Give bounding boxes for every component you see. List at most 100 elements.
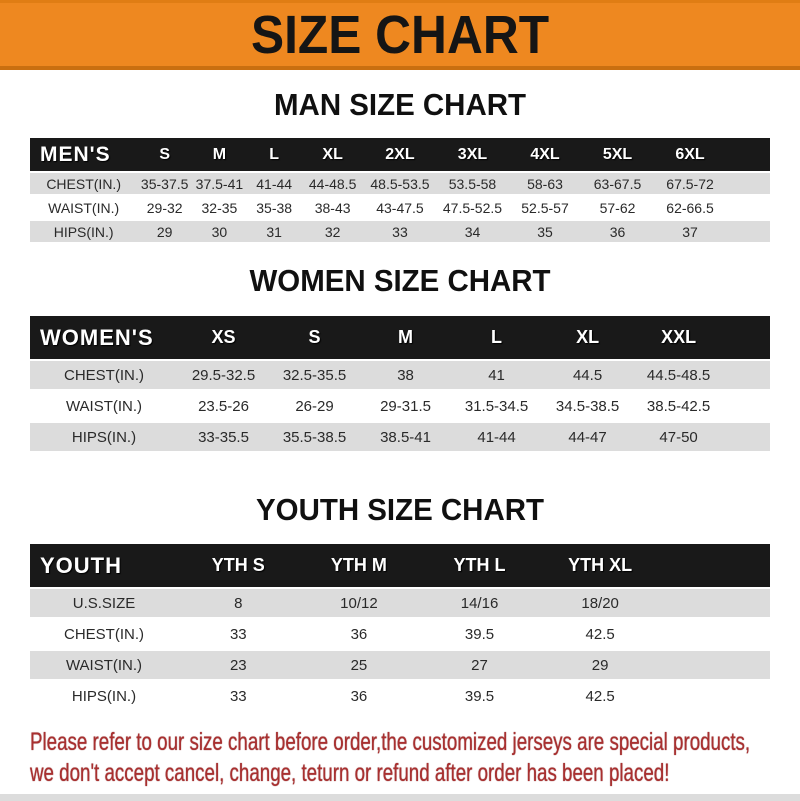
table-corner-label: MEN'S — [30, 138, 138, 173]
row-label: CHEST(IN.) — [30, 620, 178, 651]
row-label: WAIST(IN.) — [30, 651, 178, 682]
size-value: 43-47.5 — [363, 197, 437, 221]
size-value: 36 — [298, 620, 420, 651]
row-filler — [660, 651, 770, 682]
size-value: 31 — [246, 221, 302, 245]
column-header: 4XL — [508, 138, 582, 173]
table-corner-label: YOUTH — [30, 544, 178, 589]
size-value: 29.5-32.5 — [178, 361, 270, 392]
table-row: HIPS(IN.) 33-35.5 35.5-38.5 38.5-41 41-44 44-… — [30, 423, 770, 454]
row-filler — [660, 589, 770, 620]
footer-note-line-2: we don't accept cancel, change, teturn o… — [30, 759, 670, 787]
table-row: WAIST(IN.) 23.5-26 26-29 29-31.5 31.5-34.5 34… — [30, 392, 770, 423]
size-value: 25 — [298, 651, 420, 682]
size-value: 38-43 — [301, 197, 364, 221]
size-value: 37 — [653, 221, 727, 245]
size-value: 67.5-72 — [653, 173, 727, 197]
header-filler — [724, 316, 770, 361]
column-header: YTH S — [178, 544, 299, 589]
size-value: 41-44 — [246, 173, 302, 197]
bottom-divider — [0, 794, 800, 801]
column-header: 2XL — [363, 138, 437, 173]
row-filler — [724, 423, 770, 454]
table-row: HIPS(IN.) 29 30 31 32 33 34 35 36 37 — [30, 221, 770, 245]
row-label: WAIST(IN.) — [30, 392, 178, 423]
table-corner-label: WOMEN'S — [30, 316, 178, 361]
column-header: 3XL — [436, 138, 509, 173]
size-value: 14/16 — [419, 589, 540, 620]
size-value: 32-35 — [192, 197, 247, 221]
row-filler — [726, 197, 770, 221]
size-value: 23 — [178, 651, 299, 682]
youth-size-section: YOUTH SIZE CHART YOUTH YTH S YTH M YTH L YTH… — [0, 492, 800, 713]
row-filler — [724, 361, 770, 392]
header-filler — [726, 138, 770, 173]
column-header: 5XL — [581, 138, 654, 173]
size-value: 32.5-35.5 — [269, 361, 361, 392]
size-value: 44-47 — [542, 423, 634, 454]
table-row: WAIST(IN.) 23 25 27 29 — [30, 651, 770, 682]
size-value: 47.5-52.5 — [436, 197, 509, 221]
row-filler — [724, 392, 770, 423]
row-filler — [726, 221, 770, 245]
row-label: HIPS(IN.) — [30, 682, 178, 713]
size-value: 33 — [178, 682, 299, 713]
header-row: YOUTH YTH S YTH M YTH L YTH XL — [30, 544, 770, 589]
size-value: 35.5-38.5 — [269, 423, 361, 454]
table-row: WAIST(IN.) 29-32 32-35 35-38 38-43 43-47.5 47.… — [30, 197, 770, 221]
size-value: 33 — [178, 620, 299, 651]
table-row: CHEST(IN.) 35-37.5 37.5-41 41-44 44-48.5 48.5… — [30, 173, 770, 197]
size-value: 33 — [363, 221, 437, 245]
size-value: 32 — [301, 221, 364, 245]
header-row: WOMEN'S XS S M L XL XXL — [30, 316, 770, 361]
size-value: 23.5-26 — [178, 392, 270, 423]
footer-note: Please refer to our size chart before or… — [30, 727, 800, 789]
women-size-table: WOMEN'S XS S M L XL XXL CHEST(IN.) 29.5-32.5 32.5… — [30, 316, 770, 454]
size-value: 38.5-42.5 — [633, 392, 725, 423]
size-value: 58-63 — [508, 173, 582, 197]
column-header: XS — [178, 316, 270, 361]
column-header: XXL — [633, 316, 725, 361]
column-header: YTH L — [419, 544, 540, 589]
page-title: SIZE CHART — [250, 4, 550, 65]
table-row: CHEST(IN.) 29.5-32.5 32.5-35.5 38 41 44.5 44.5… — [30, 361, 770, 392]
size-value: 30 — [192, 221, 247, 245]
women-section-heading: WOMEN SIZE CHART — [249, 263, 551, 298]
column-header: S — [269, 316, 361, 361]
size-value: 39.5 — [419, 682, 540, 713]
size-value: 10/12 — [298, 589, 420, 620]
column-header: YTH M — [298, 544, 420, 589]
size-value: 53.5-58 — [436, 173, 509, 197]
size-value: 47-50 — [633, 423, 725, 454]
size-value: 34.5-38.5 — [542, 392, 634, 423]
men-size-table: MEN'S S M L XL 2XL 3XL 4XL 5XL 6XL CHEST(IN.) 35-37… — [30, 138, 770, 245]
row-label: CHEST(IN.) — [30, 173, 138, 197]
men-section-heading: MAN SIZE CHART — [274, 87, 526, 122]
size-value: 57-62 — [581, 197, 654, 221]
size-value: 62-66.5 — [653, 197, 727, 221]
size-value: 35-37.5 — [137, 173, 193, 197]
row-label: U.S.SIZE — [30, 589, 178, 620]
row-filler — [660, 620, 770, 651]
size-value: 29 — [137, 221, 193, 245]
size-value: 44-48.5 — [301, 173, 364, 197]
table-row: HIPS(IN.) 33 36 39.5 42.5 — [30, 682, 770, 713]
size-value: 31.5-34.5 — [451, 392, 543, 423]
table-row: U.S.SIZE 8 10/12 14/16 18/20 — [30, 589, 770, 620]
header-row: MEN'S S M L XL 2XL 3XL 4XL 5XL 6XL — [30, 138, 770, 173]
size-value: 41-44 — [451, 423, 543, 454]
size-value: 35 — [508, 221, 582, 245]
size-value: 63-67.5 — [581, 173, 654, 197]
size-value: 41 — [451, 361, 543, 392]
row-label: HIPS(IN.) — [30, 221, 138, 245]
row-filler — [726, 173, 770, 197]
table-row: CHEST(IN.) 33 36 39.5 42.5 — [30, 620, 770, 651]
size-value: 52.5-57 — [508, 197, 582, 221]
column-header: S — [137, 138, 193, 173]
column-header: XL — [542, 316, 634, 361]
column-header: XL — [301, 138, 364, 173]
column-header: L — [246, 138, 302, 173]
size-value: 8 — [178, 589, 299, 620]
size-value: 18/20 — [539, 589, 661, 620]
men-size-section: MAN SIZE CHART MEN'S S M L XL 2XL 3XL 4XL 5XL 6XL… — [0, 87, 800, 245]
